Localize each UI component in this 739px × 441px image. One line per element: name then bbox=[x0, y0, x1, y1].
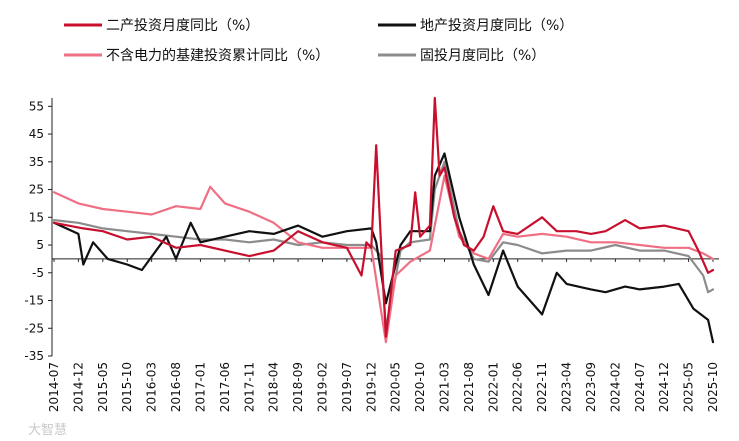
series-line-0 bbox=[52, 96, 715, 338]
y-tick-label: 35 bbox=[29, 155, 44, 169]
y-tick-label: 15 bbox=[29, 210, 44, 224]
x-tick-label: 2025-10 bbox=[706, 362, 720, 412]
x-tick-label: 2021-03 bbox=[438, 362, 452, 412]
x-tick-label: 2022-01 bbox=[486, 362, 500, 412]
x-tick-label: 2018-09 bbox=[291, 362, 305, 412]
x-tick-label: 2020-10 bbox=[413, 362, 427, 412]
series-line-1 bbox=[52, 152, 715, 344]
y-tick-label: -25 bbox=[24, 321, 44, 335]
watermark-text: 大智慧 bbox=[28, 422, 67, 438]
y-tick-label: -35 bbox=[24, 349, 44, 363]
x-tick-label: 2017-11 bbox=[242, 362, 256, 412]
x-tick-label: 2019-02 bbox=[315, 362, 329, 412]
x-tick-label: 2023-09 bbox=[584, 362, 598, 412]
series-line-2 bbox=[52, 174, 715, 344]
x-tick-label: 2018-04 bbox=[267, 362, 281, 412]
watermark: 大智慧 bbox=[28, 422, 67, 438]
x-tick-label: 2016-03 bbox=[145, 362, 159, 412]
y-tick-label: -15 bbox=[24, 294, 44, 308]
y-tick-label: 5 bbox=[36, 238, 44, 252]
x-tick-label: 2016-08 bbox=[169, 362, 183, 412]
x-tick-label: 2019-12 bbox=[364, 362, 378, 412]
legend: 二产投资月度同比（%） 地产投资月度同比（%） 不含电力的基建投资累计同比（%） 固投… bbox=[64, 18, 573, 64]
y-tick-label: 45 bbox=[29, 127, 44, 141]
x-tick-label: 2019-07 bbox=[340, 362, 354, 412]
y-tick-label: 25 bbox=[29, 183, 44, 197]
legend-label-0: 二产投资月度同比（%） bbox=[106, 18, 259, 34]
x-tick-label: 2017-01 bbox=[193, 362, 207, 412]
y-axis: 55 45 35 25 15 5 -5 -15 -25 -35 bbox=[24, 98, 53, 363]
series-group bbox=[52, 96, 715, 344]
x-tick-label: 2021-08 bbox=[462, 362, 476, 412]
x-tick-label: 2024-02 bbox=[608, 362, 622, 412]
x-tick-label: 2024-07 bbox=[633, 362, 647, 412]
series-line-3 bbox=[52, 160, 715, 330]
x-tick-label: 2023-04 bbox=[560, 362, 574, 412]
x-tick-label: 2022-11 bbox=[535, 362, 549, 412]
x-tick-label: 2017-06 bbox=[218, 362, 232, 412]
x-tick-label: 2025-05 bbox=[682, 362, 696, 412]
x-tick-label: 2022-06 bbox=[511, 362, 525, 412]
x-tick-label: 2024-12 bbox=[657, 362, 671, 412]
legend-label-1: 地产投资月度同比（%） bbox=[420, 18, 573, 34]
legend-label-3: 固投月度同比（%） bbox=[420, 48, 545, 64]
x-tick-label: 2015-05 bbox=[96, 362, 110, 412]
x-tick-label: 2020-05 bbox=[389, 362, 403, 412]
x-tick-label: 2014-07 bbox=[47, 362, 61, 412]
x-tick-label: 2014-12 bbox=[71, 362, 85, 412]
x-axis: 2014-07 2014-12 2015-05 2015-10 2016-03 2016-… bbox=[47, 258, 720, 412]
legend-label-2: 不含电力的基建投资累计同比（%） bbox=[106, 47, 329, 64]
y-tick-label: 55 bbox=[29, 99, 44, 113]
x-tick-label: 2015-10 bbox=[120, 362, 134, 412]
y-tick-label: -5 bbox=[32, 266, 44, 280]
